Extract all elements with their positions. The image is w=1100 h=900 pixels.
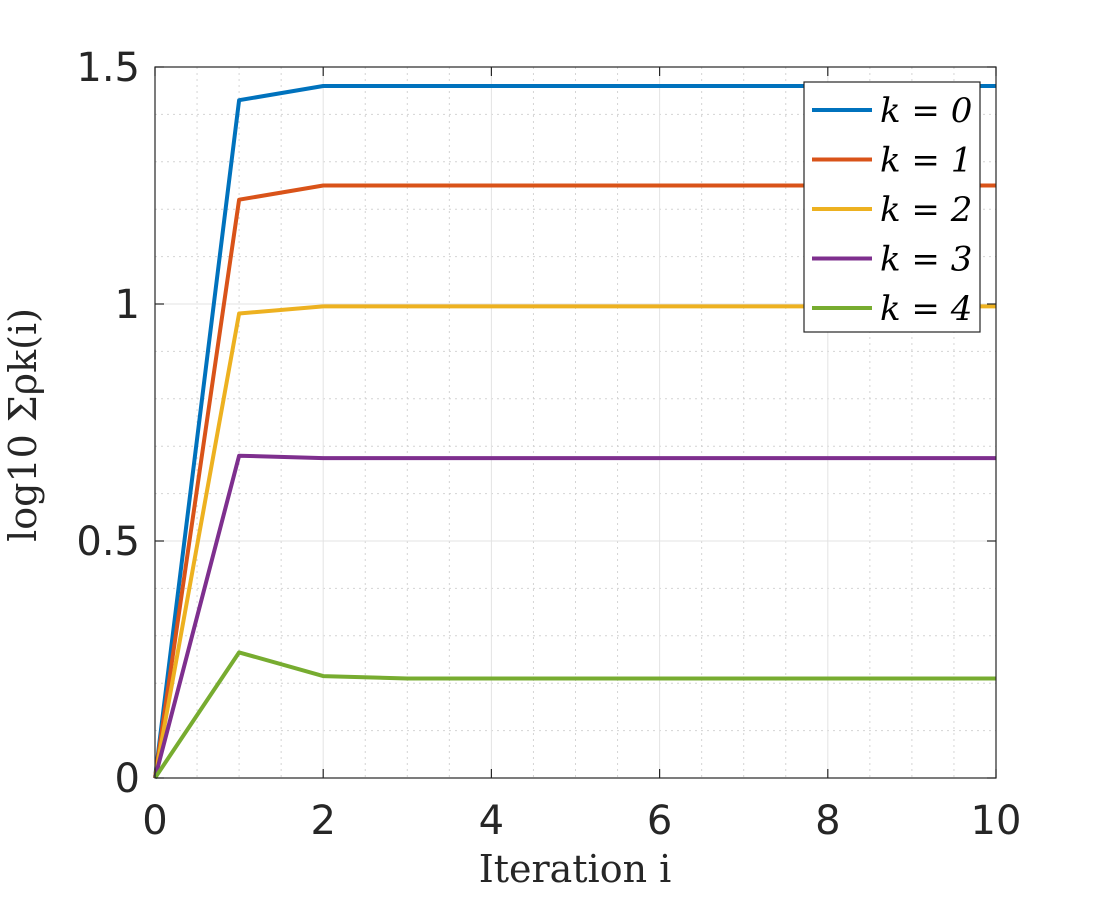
series-line-k4 <box>153 650 996 780</box>
y-tick-label: 0 <box>115 756 140 802</box>
tick-marks <box>154 66 997 779</box>
plot-frame <box>154 66 997 779</box>
y-axis-label: log10 Σρk(i) <box>1 308 45 542</box>
legend-label-k4: k = 4 <box>880 289 972 329</box>
legend-label-k1: k = 1 <box>880 141 972 181</box>
legend-label-k3: k = 3 <box>880 240 972 280</box>
x-tick-labels: 0 2 4 6 8 10 <box>142 798 1021 844</box>
legend: k = 0 k = 1 k = 2 k = 3 k = 4 <box>803 81 981 333</box>
x-tick-label: 6 <box>647 798 672 844</box>
series-line-k3 <box>153 453 996 779</box>
x-tick-label: 10 <box>971 798 1022 844</box>
y-tick-label: 1.5 <box>76 45 140 91</box>
y-tick-labels: 0 0.5 1 1.5 <box>76 45 140 802</box>
y-tick-label: 0.5 <box>76 519 140 565</box>
x-tick-label: 8 <box>815 798 840 844</box>
legend-label-k0: k = 0 <box>880 91 972 131</box>
minor-grid <box>155 67 996 778</box>
y-tick-label: 1 <box>115 282 140 328</box>
x-tick-label: 4 <box>479 798 504 844</box>
x-tick-label: 0 <box>142 798 167 844</box>
x-axis-label: Iteration i <box>479 847 672 891</box>
legend-label-k2: k = 2 <box>880 190 972 230</box>
x-tick-label: 2 <box>310 798 335 844</box>
